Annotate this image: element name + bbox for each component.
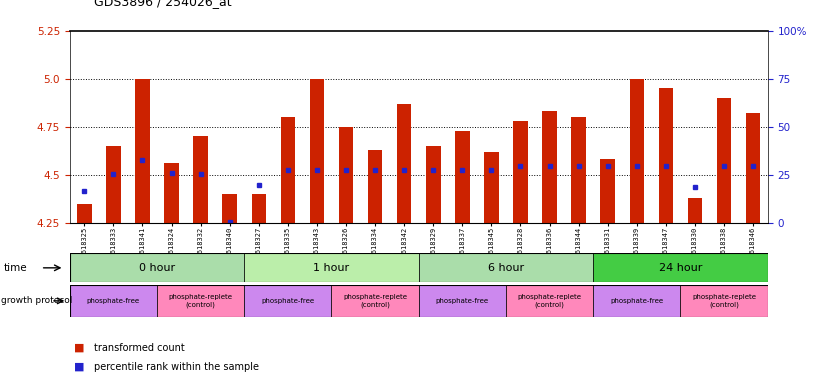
Bar [419, 253, 594, 282]
Text: phosphate-free: phosphate-free [610, 298, 663, 304]
Bar [745, 113, 760, 223]
Text: 1 hour: 1 hour [314, 263, 350, 273]
Bar [419, 285, 506, 317]
Bar [368, 150, 383, 223]
Bar [594, 253, 768, 282]
Text: percentile rank within the sample: percentile rank within the sample [94, 362, 259, 372]
Bar [310, 79, 324, 223]
Bar [543, 111, 557, 223]
Bar [600, 159, 615, 223]
Bar [688, 198, 702, 223]
Bar [281, 117, 295, 223]
Bar [77, 204, 92, 223]
Bar [157, 285, 245, 317]
Bar [717, 98, 732, 223]
Bar [506, 285, 594, 317]
Text: time: time [4, 263, 28, 273]
Text: ■: ■ [74, 362, 85, 372]
Text: phosphate-replete
(control): phosphate-replete (control) [343, 294, 407, 308]
Text: phosphate-replete
(control): phosphate-replete (control) [517, 294, 581, 308]
Bar [70, 285, 157, 317]
Text: transformed count: transformed count [94, 343, 186, 353]
Bar [513, 121, 528, 223]
Bar [426, 146, 441, 223]
Text: phosphate-replete
(control): phosphate-replete (control) [692, 294, 756, 308]
Text: 24 hour: 24 hour [658, 263, 702, 273]
Text: ■: ■ [74, 343, 85, 353]
Text: GDS3896 / 254026_at: GDS3896 / 254026_at [94, 0, 232, 8]
Bar [245, 285, 332, 317]
Bar [245, 253, 419, 282]
Bar [571, 117, 586, 223]
Bar [681, 285, 768, 317]
Bar [222, 194, 237, 223]
Text: phosphate-free: phosphate-free [436, 298, 488, 304]
Bar [106, 146, 121, 223]
Text: 6 hour: 6 hour [488, 263, 524, 273]
Bar [339, 127, 353, 223]
Text: phosphate-free: phosphate-free [87, 298, 140, 304]
Bar [455, 131, 470, 223]
Text: growth protocol: growth protocol [1, 296, 72, 305]
Bar [594, 285, 681, 317]
Bar [251, 194, 266, 223]
Bar [194, 136, 208, 223]
Bar [397, 104, 411, 223]
Bar [164, 163, 179, 223]
Bar [658, 88, 673, 223]
Bar [630, 79, 644, 223]
Bar [484, 152, 498, 223]
Text: phosphate-free: phosphate-free [261, 298, 314, 304]
Text: phosphate-replete
(control): phosphate-replete (control) [168, 294, 232, 308]
Bar [70, 253, 245, 282]
Bar [332, 285, 419, 317]
Bar [135, 79, 149, 223]
Text: 0 hour: 0 hour [139, 263, 175, 273]
